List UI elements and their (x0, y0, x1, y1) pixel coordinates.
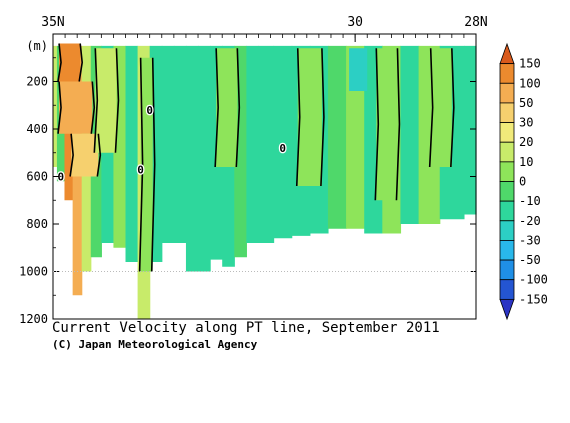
zero-contour (96, 133, 102, 177)
data-band (59, 43, 81, 82)
contour-label: 0 (146, 104, 153, 117)
data-column (258, 45, 275, 243)
data-column (327, 45, 347, 229)
contour-label: 0 (58, 171, 65, 184)
data-column (400, 45, 420, 224)
data-column (185, 45, 199, 272)
data-column (246, 45, 260, 243)
data-band (349, 48, 368, 91)
data-column (173, 45, 187, 243)
zero-contour (90, 81, 96, 134)
data-band (297, 48, 322, 186)
zero-contour (320, 48, 325, 187)
zero-contour (395, 48, 401, 201)
colorbar-label: 100 (519, 76, 541, 90)
data-column (161, 45, 175, 243)
chart-credit: (C) Japan Meteorological Agency (52, 338, 258, 351)
colorbar-label: -30 (519, 233, 541, 247)
colorbar-swatch (499, 200, 515, 222)
colorbar-swatch (499, 42, 515, 65)
y-tick-label: 200 (26, 75, 48, 89)
colorbar-swatch (499, 259, 515, 281)
x-tick-label: 30 (347, 15, 363, 30)
y-tick-label: 800 (26, 217, 48, 231)
colorbar-label: 50 (519, 96, 533, 110)
data-band (140, 57, 153, 272)
zero-contour (69, 133, 74, 177)
zero-contour (214, 48, 219, 168)
zero-contour (428, 48, 434, 168)
y-tick-label: 1000 (19, 265, 48, 279)
colorbar-swatch (499, 141, 515, 163)
y-tick-label: 600 (26, 170, 48, 184)
zero-contour (57, 43, 62, 82)
colorbar-label: -10 (519, 194, 541, 208)
colorbar-label: 10 (519, 155, 533, 169)
colorbar-label: 20 (519, 135, 533, 149)
plot-axes: 35N 30 28N 200 400 600 800 1000 1200 (m) (19, 15, 488, 326)
velocity-field (53, 43, 477, 319)
contour-label: 0 (137, 163, 144, 176)
data-column (113, 45, 127, 248)
colorbar-swatch (499, 181, 515, 202)
data-column (234, 45, 247, 258)
zero-contour (295, 48, 301, 187)
data-column (198, 45, 211, 272)
colorbar-swatch (499, 122, 515, 143)
zero-contour (93, 48, 99, 153)
data-band (95, 48, 117, 153)
colorbar-swatch (499, 220, 515, 241)
colorbar-label: -20 (519, 214, 541, 228)
data-column (53, 45, 58, 167)
colorbar-swatch (499, 63, 515, 84)
colorbar-swatch (499, 279, 515, 300)
contour-lines: 0 0 0 0 (56, 43, 455, 272)
colorbar-swatch (499, 298, 515, 321)
colorbar-swatch (499, 240, 515, 261)
colorbar-swatch (499, 161, 515, 182)
y-tick-label: 400 (26, 122, 48, 136)
colorbar-label: 30 (519, 116, 533, 130)
colorbar-swatch (499, 102, 515, 123)
data-band (216, 48, 238, 167)
data-band (430, 48, 452, 167)
data-band (376, 48, 398, 201)
zero-contour (150, 57, 156, 272)
colorbar-label: -100 (519, 273, 548, 287)
zero-contour (114, 48, 120, 153)
colorbar-label: -50 (519, 253, 541, 267)
zero-contour (138, 57, 144, 272)
y-axis-label: (m) (26, 39, 48, 53)
data-column (463, 45, 477, 215)
data-column (125, 45, 139, 262)
colorbar-label: -150 (519, 292, 548, 306)
zero-contour (78, 43, 83, 82)
zero-contour (57, 81, 62, 134)
data-band (59, 81, 93, 134)
x-tick-label: 28N (464, 15, 487, 30)
zero-contour (374, 48, 380, 201)
colorbar-swatch (499, 82, 515, 104)
x-tick-label: 35N (41, 15, 64, 30)
data-column (346, 45, 365, 229)
data-column (273, 45, 293, 239)
y-tick-label: 1200 (19, 312, 48, 326)
data-band (71, 133, 99, 177)
zero-contour (235, 48, 241, 168)
colorbar-label: 0 (519, 175, 526, 189)
chart-title: Current Velocity along PT line, Septembe… (52, 320, 440, 336)
colorbar-label: 150 (519, 57, 541, 71)
contour-label: 0 (279, 142, 286, 155)
zero-contour (450, 48, 455, 168)
